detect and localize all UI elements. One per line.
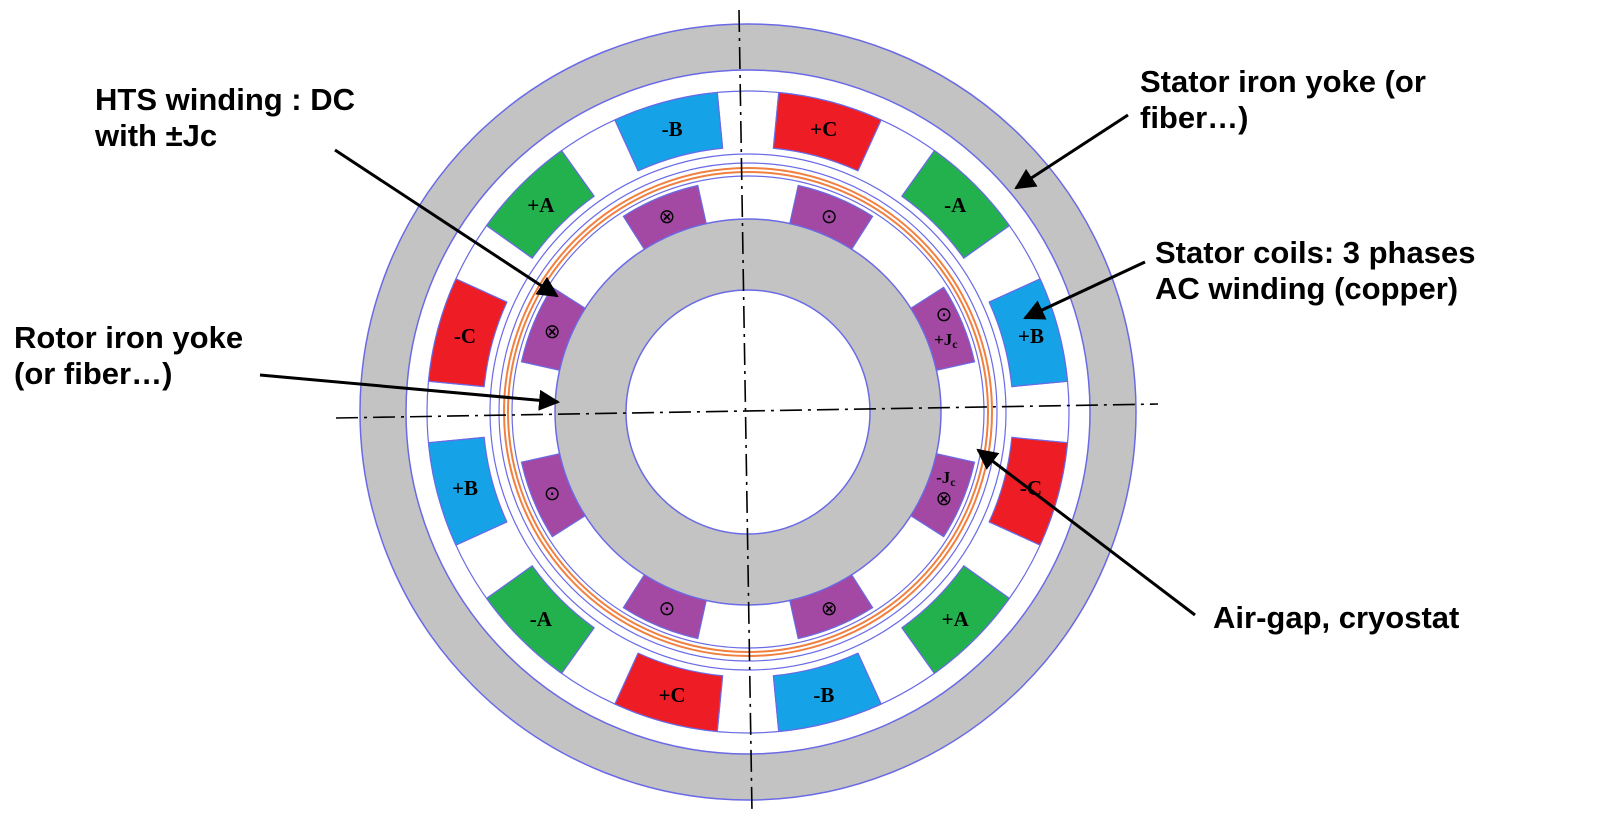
current-into-page-icon: ⊗ [544,319,561,343]
hts-coil [622,573,707,640]
stator-slots: +C-A+B-C+A-B+C-A+B-C+A-B [427,91,1069,733]
cryostat-wall-inner [511,175,985,649]
stator-coil-label: +B [452,476,478,500]
hts-winding-label-line1: HTS winding : DC [95,82,356,117]
hts-coil [909,286,976,371]
stator-coil-label: -A [944,193,967,217]
stator-coil-label: +A [527,193,555,217]
current-out-of-page-icon: ⊙ [821,204,838,228]
stator-coil-slot [614,652,724,733]
stator-bore [489,153,1007,671]
stator-yoke-arrow [1014,113,1129,190]
stator-coil-slot [772,91,882,172]
stator-coil-slot [901,149,1011,259]
hts-coil [909,453,976,538]
rotor-yoke-label-line1: Rotor iron yoke [14,320,244,355]
stator-coil-label: +C [659,683,686,707]
air-gap-label: Air-gap, cryostat [1213,600,1460,635]
current-into-page-icon: ⊗ [658,204,675,228]
hts-coil [520,286,587,371]
cryostat-layer-2 [507,171,989,653]
stator-yoke-label: Stator iron yoke (or fiber…) [1140,64,1505,136]
stator-yoke-label-line2: fiber…) [1140,100,1249,135]
stator-coil-slot [614,91,724,172]
stator-coil-label: -B [662,117,683,141]
stator-coil-slot [988,436,1069,546]
stator-coil-label: -A [530,607,553,631]
horizontal-axis [335,403,1159,419]
stator-yoke-label-line1: Stator iron yoke (or [1140,64,1426,99]
hts-coil [789,184,874,251]
stator-coil-label: +C [810,117,837,141]
hts-winding-arrow [334,148,559,298]
hts-coil [789,573,874,640]
hts-coil [520,453,587,538]
stator-slot-outer-boundary [426,90,1070,734]
stator-coil-label: +B [1018,324,1044,348]
cryostat-wall-outer [498,162,998,662]
stator-coil-slot [427,436,508,546]
stator-coils-label-line1: Stator coils: 3 phases [1155,235,1476,270]
hts-current-label: +Jc [934,330,958,351]
stator-coils-arrow [1023,260,1146,320]
rotor-yoke-label-line2: (or fiber…) [14,356,173,391]
air-gap-arrow [976,448,1196,617]
stator-coil-slot [901,565,1011,675]
current-out-of-page-icon: ⊙ [544,481,561,505]
current-out-of-page-icon: ⊙ [935,302,952,326]
rotor-yoke-label: Rotor iron yoke (or fiber…) [14,320,243,392]
hts-winding-label-line2: with ±Jc [95,118,218,153]
rotor-hts-coils: ⊙⊙+Jc⊗-Jc⊗⊙⊙⊗⊗ [520,184,976,640]
stator-coil-slot [485,149,595,259]
stator-coil-slot [772,652,882,733]
current-out-of-page-icon: ⊙ [658,596,675,620]
current-into-page-icon: ⊗ [935,486,952,510]
cryostat-layer-1 [503,167,993,657]
stator-coil-label: -B [813,683,834,707]
hts-winding-label: HTS winding : DC with ±Jc [95,82,355,154]
stator-coil-slot [427,278,508,388]
vertical-axis [738,9,753,813]
current-into-page-icon: ⊗ [821,596,838,620]
stator-coil-slot [485,565,595,675]
stator-coils-label-line2: AC winding (copper) [1155,271,1459,306]
rotor-yoke-arrow [259,373,561,411]
hts-coil [622,184,707,251]
stator-coil-label: +A [942,607,970,631]
stator-coil-label: -C [454,324,476,348]
stator-coils-label: Stator coils: 3 phases AC winding (coppe… [1155,235,1545,307]
